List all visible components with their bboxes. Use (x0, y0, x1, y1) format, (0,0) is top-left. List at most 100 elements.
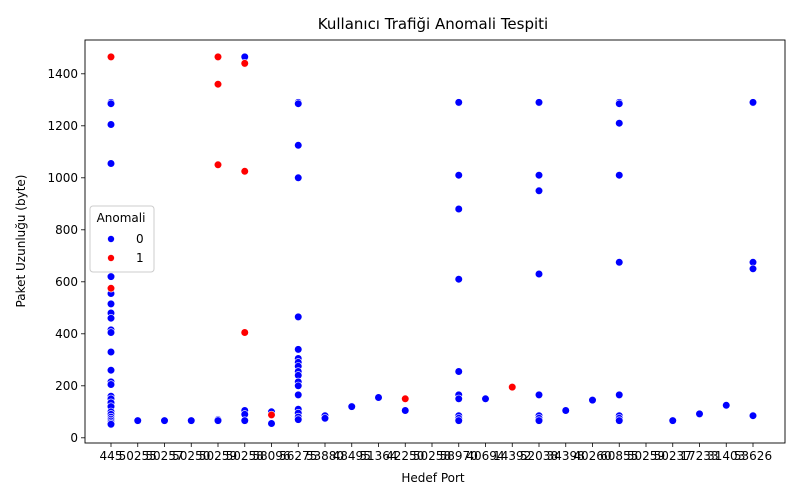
data-point-anomaly-0 (106, 299, 116, 309)
data-point-anomaly-0 (534, 171, 544, 180)
x-tick-label: 50259 (627, 449, 665, 463)
data-point-anomaly-1 (106, 52, 116, 62)
legend-label-1: 1 (136, 251, 144, 265)
data-point-anomaly-0 (695, 409, 704, 418)
data-point-anomaly-1 (106, 284, 116, 293)
x-tick-label: 40260 (573, 449, 611, 463)
legend: Anomali 0 1 (89, 205, 155, 273)
x-tick-label: 14392 (493, 449, 531, 463)
x-tick-label: 50259 (199, 449, 237, 463)
data-point-anomaly-0 (748, 98, 758, 107)
x-tick-label: 50257 (145, 449, 183, 463)
data-point-anomaly-0 (534, 390, 544, 400)
data-point-anomaly-0 (454, 204, 463, 214)
legend-marker-0 (107, 235, 115, 243)
data-point-anomaly-0 (615, 258, 624, 267)
data-point-anomaly-0 (748, 411, 758, 420)
data-point-anomaly-0 (534, 186, 544, 195)
y-tick-label: 1000 (47, 171, 78, 185)
data-point-anomaly-0 (534, 416, 544, 425)
data-point-anomaly-0 (213, 416, 223, 425)
data-point-anomaly-1 (213, 52, 223, 62)
x-tick-label: 52038 (520, 449, 558, 463)
legend-title: Anomali (97, 211, 146, 225)
data-point-anomaly-0 (748, 264, 758, 273)
data-point-anomaly-0 (561, 406, 570, 415)
data-point-anomaly-0 (615, 99, 624, 108)
x-tick-label: 56275 (279, 449, 317, 463)
x-tick-label: 42250 (386, 449, 424, 463)
y-tick-label: 800 (55, 223, 78, 237)
data-point-anomaly-1 (508, 383, 517, 392)
data-point-anomaly-0 (454, 98, 463, 107)
data-point-anomaly-0 (106, 328, 116, 337)
x-tick-label: 51364 (359, 449, 397, 463)
data-point-anomaly-0 (534, 98, 544, 107)
data-point-anomaly-0 (347, 402, 356, 411)
x-tick-label: 34398 (547, 449, 585, 463)
data-point-anomaly-0 (106, 272, 116, 281)
x-tick-label: 50255 (119, 449, 157, 463)
x-tick-label: 50250 (172, 449, 210, 463)
data-point-anomaly-0 (294, 173, 303, 182)
data-point-anomaly-0 (454, 367, 463, 376)
y-tick-label: 600 (55, 275, 78, 289)
data-point-anomaly-0 (454, 275, 463, 284)
data-point-anomaly-1 (401, 394, 410, 403)
data-point-anomaly-0 (294, 141, 303, 150)
x-tick-label: 58096 (252, 449, 290, 463)
data-point-anomaly-0 (615, 171, 624, 180)
y-axis: 0 200 400 600 800 1000 1200 1400 (47, 67, 85, 445)
x-tick-label: 50258 (413, 449, 451, 463)
y-tick-label: 0 (70, 431, 78, 445)
data-point-anomaly-0 (454, 394, 463, 403)
data-point-anomaly-0 (160, 416, 169, 425)
data-point-anomaly-1 (213, 160, 223, 169)
data-point-anomaly-0 (294, 390, 303, 400)
data-point-anomaly-1 (213, 80, 223, 89)
data-point-anomaly-0 (668, 416, 677, 425)
legend-box (89, 205, 155, 273)
data-point-anomaly-0 (374, 393, 383, 402)
data-point-anomaly-0 (106, 366, 116, 375)
y-tick-label: 1400 (47, 67, 78, 81)
data-point-anomaly-1 (240, 167, 249, 176)
data-point-anomaly-0 (240, 416, 249, 425)
x-tick-label: 53626 (734, 449, 772, 463)
y-tick-label: 200 (55, 379, 78, 393)
y-tick-label: 400 (55, 327, 78, 341)
y-axis-label: Paket Uzunluğu (byte) (14, 175, 28, 308)
legend-marker-1 (107, 254, 115, 262)
data-point-anomaly-0 (106, 347, 116, 357)
x-tick-label: 50237 (654, 449, 692, 463)
data-point-anomaly-0 (294, 381, 303, 390)
x-axis-label: Hedef Port (401, 471, 465, 485)
x-tick-label: 60855 (600, 449, 638, 463)
x-tick-label: 53880 (306, 449, 344, 463)
data-point-anomaly-0 (454, 171, 463, 180)
data-point-anomaly-0 (294, 415, 303, 424)
legend-label-0: 0 (136, 232, 144, 246)
y-tick-label: 1200 (47, 119, 78, 133)
plot-frame (84, 39, 786, 444)
data-point-anomaly-0 (294, 99, 303, 108)
data-point-anomaly-0 (106, 120, 116, 129)
x-tick-label: 40694 (466, 449, 504, 463)
x-tick-label: 58970 (440, 449, 478, 463)
data-point-anomaly-0 (267, 419, 276, 428)
x-tick-label: 17233 (680, 449, 718, 463)
x-tick-label: 50258 (226, 449, 264, 463)
data-point-anomaly-0 (401, 406, 410, 415)
x-tick-label: 48495 (333, 449, 371, 463)
data-point-anomaly-0 (294, 312, 303, 322)
data-point-anomaly-0 (106, 420, 116, 429)
data-point-anomaly-1 (240, 59, 249, 68)
data-point-anomaly-1 (240, 328, 249, 337)
data-point-anomaly-0 (320, 414, 330, 423)
data-point-anomaly-0 (534, 269, 544, 279)
data-point-anomaly-0 (106, 159, 116, 168)
data-point-anomaly-0 (106, 99, 116, 108)
data-point-anomaly-0 (615, 119, 624, 128)
data-points (106, 52, 758, 429)
